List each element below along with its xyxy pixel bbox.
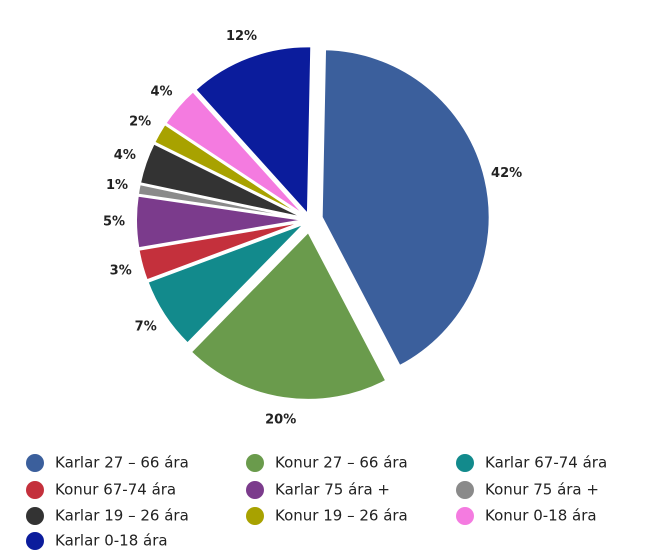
pie-slice — [320, 48, 491, 368]
pie-slice — [138, 142, 305, 220]
legend-swatch — [26, 532, 44, 550]
legend-label: Karlar 27 – 66 ára — [55, 454, 189, 472]
legend-label: Karlar 0-18 ára — [55, 532, 168, 550]
legend-swatch — [26, 507, 44, 525]
pie-slice — [164, 89, 307, 217]
pie-slice — [193, 45, 313, 217]
data-label: 4% — [114, 148, 136, 163]
pie-slice — [135, 194, 305, 250]
data-label: 7% — [135, 319, 157, 334]
pie-slice — [137, 220, 305, 282]
legend-swatch — [26, 454, 44, 472]
pie-slice — [152, 122, 306, 218]
legend-swatch — [456, 507, 474, 525]
data-label: 2% — [129, 115, 151, 130]
data-label: 20% — [265, 412, 296, 427]
legend-swatch — [246, 481, 264, 499]
data-label: 12% — [226, 29, 257, 44]
legend-swatch — [456, 481, 474, 499]
legend-label: Konur 75 ára + — [485, 481, 599, 499]
legend-swatch — [456, 454, 474, 472]
legend-label: Konur 0-18 ára — [485, 507, 597, 525]
data-label: 5% — [103, 215, 125, 230]
data-label: 42% — [491, 166, 522, 181]
data-label: 4% — [150, 85, 172, 100]
legend-label: Karlar 19 – 26 ára — [55, 507, 189, 525]
legend-swatch — [246, 507, 264, 525]
legend-label: Konur 19 – 26 ára — [275, 507, 408, 525]
pie-slice — [146, 222, 306, 345]
data-label: 3% — [110, 263, 132, 278]
legend-swatch — [246, 454, 264, 472]
data-label: 1% — [106, 178, 128, 193]
legend-swatch — [26, 481, 44, 499]
legend-label: Karlar 75 ára + — [275, 481, 390, 499]
legend-label: Konur 27 – 66 ára — [275, 454, 408, 472]
pie-slice — [189, 230, 388, 401]
legend-label: Konur 67-74 ára — [55, 481, 176, 499]
legend-label: Karlar 67-74 ára — [485, 454, 607, 472]
